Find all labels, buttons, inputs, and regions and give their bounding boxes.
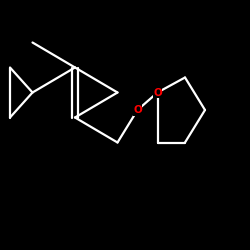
Text: O: O [153, 88, 162, 98]
Text: O: O [133, 105, 142, 115]
